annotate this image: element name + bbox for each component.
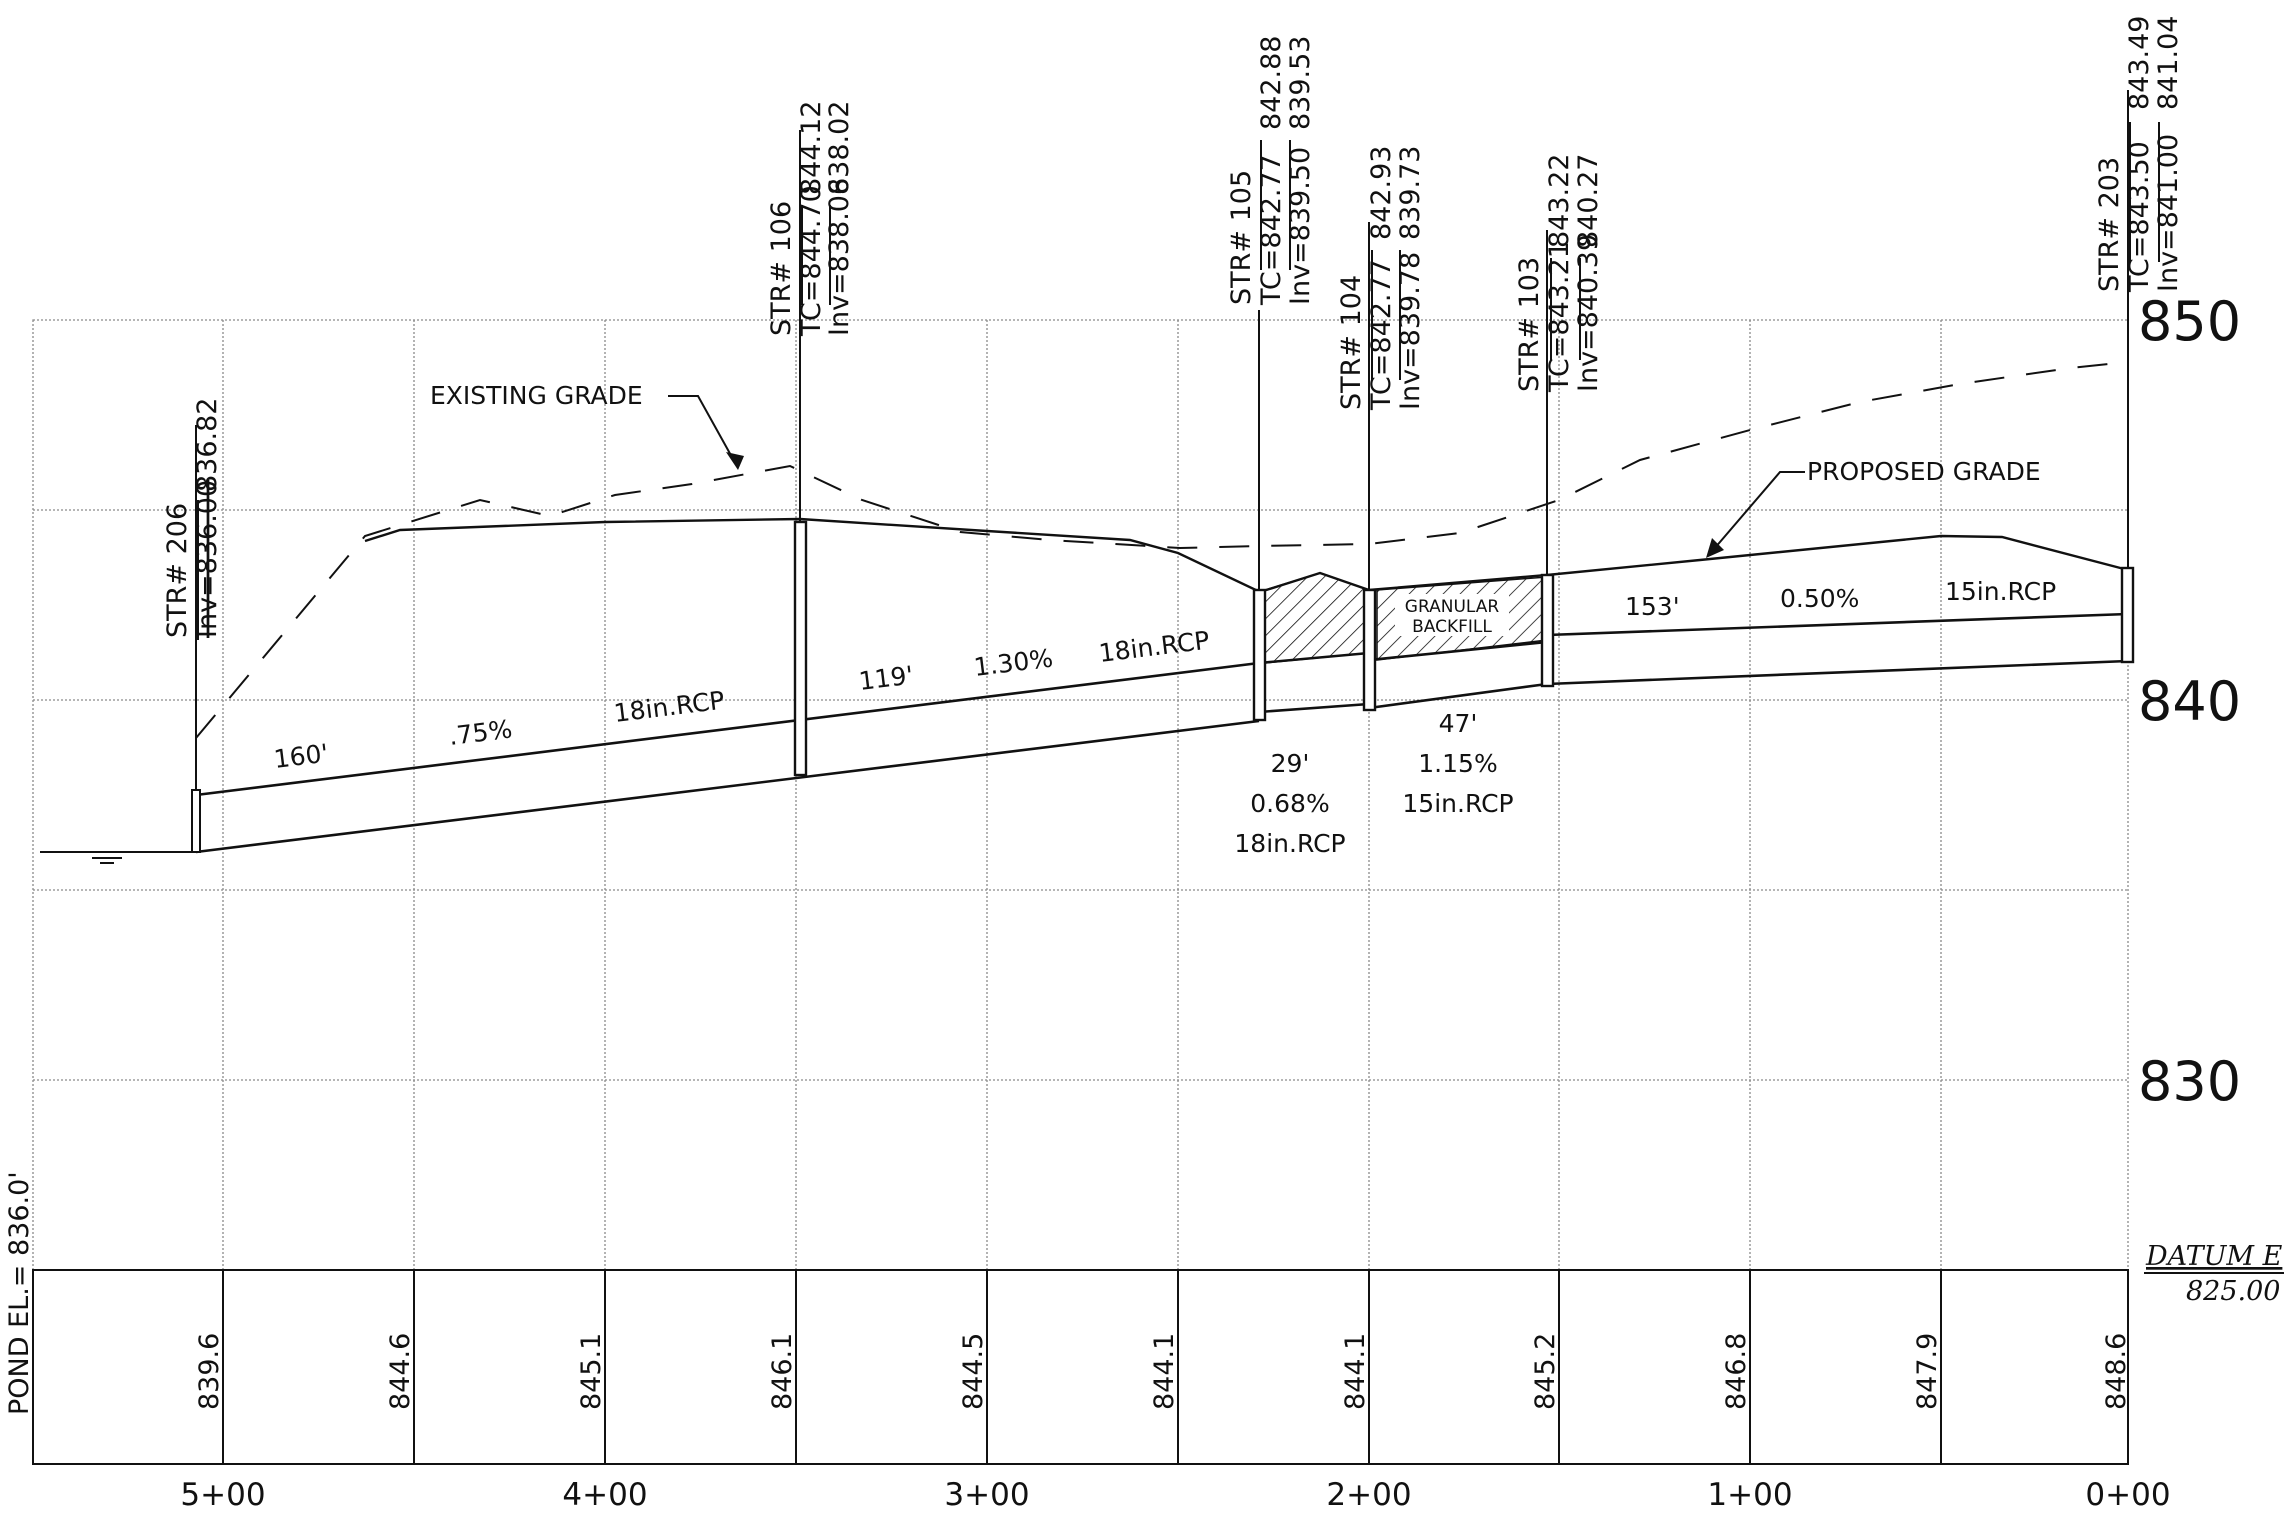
elevation-labels: 850 840 830 [2138,290,2241,1113]
structure-203-tc-old: TC=843.50 [2124,141,2155,293]
structure-106-name: STR# 106 [766,201,797,336]
proposed-grade-line [364,517,2129,594]
structure-103-name: STR# 103 [1514,257,1545,392]
existing-grade-label: EXISTING GRADE [430,381,643,410]
ground-elev-1: 844.6 [385,1333,416,1410]
structure-103 [1540,230,1555,688]
structure-104-inv-new: 839.73 [1395,146,1426,240]
pipe-5-slope: 0.50% [1780,584,1859,613]
structure-206 [191,425,201,853]
structure-103-inv-new: 840.27 [1573,154,1604,248]
structure-203-tc-new: 843.49 [2124,16,2155,110]
structure-203-inv-old: Inv=841.00 [2153,134,2184,292]
structure-105 [1252,310,1267,722]
structure-104-tc-new: 842.93 [1366,146,1397,240]
structure-203-labels: STR# 203 TC=843.50 843.49 Inv=841.00 841… [2094,16,2184,293]
pipe-1-length: 160' [272,739,330,774]
structure-106 [793,130,808,777]
structure-106-inv-new: 838.02 [824,101,855,195]
pipe-segment-4-labels: 47' 1.15% 15in.RCP [1402,709,1513,818]
structure-103-inv-old: Inv=840.39 [1573,234,1604,392]
ground-elev-2: 845.1 [576,1333,607,1410]
structure-105-labels: STR# 105 TC=842.77 842.88 Inv=839.50 839… [1226,36,1316,306]
pipe-segment-2-labels: 119' 1.30% 18in.RCP [857,626,1211,696]
pipe-1-size: 18in.RCP [612,686,726,728]
ground-elev-0: 839.6 [194,1333,225,1410]
station-label-0: 5+00 [180,1477,265,1513]
ground-elev-8: 846.8 [1721,1333,1752,1410]
pipe-3-length: 29' [1271,749,1310,778]
proposed-grade-callout: PROPOSED GRADE [1706,457,2041,558]
structure-106-labels: STR# 106 TC=844.70 844.12 Inv=838.06 838… [766,101,855,337]
ground-elev-3: 846.1 [767,1333,798,1410]
structure-105-inv-new: 839.53 [1285,36,1316,130]
pipe-2-slope: 1.30% [972,643,1054,681]
ground-elev-4: 844.5 [958,1333,989,1410]
structure-206-inv-old: Inv=836.00 [192,480,223,638]
pipe-1-slope: .75% [447,714,514,751]
existing-grade-line [195,361,2129,739]
structure-104-labels: STR# 104 TC=842.77 842.93 Inv=839.78 839… [1336,146,1426,411]
pond-water-surface [40,851,198,864]
station-label-5: 0+00 [2085,1477,2170,1513]
pipe-5-length: 153' [1625,592,1680,621]
elevation-label-850: 850 [2138,290,2241,353]
ground-elev-7: 845.2 [1530,1333,1561,1410]
structure-103-tc-new: 843.22 [1544,154,1575,248]
structure-105-tc-new: 842.88 [1256,36,1287,130]
structure-103-labels: STR# 103 TC=843.21 843.22 Inv=840.39 840… [1514,154,1604,393]
pipe-3-slope: 0.68% [1250,789,1329,818]
structure-203 [2120,90,2135,664]
granular-backfill-line1: GRANULAR [1405,597,1500,617]
structure-203-inv-new: 841.04 [2153,16,2184,110]
structure-104-name: STR# 104 [1336,275,1367,410]
station-label-2: 3+00 [944,1477,1029,1513]
structure-105-name: STR# 105 [1226,170,1257,305]
pipe-segment-5-labels: 153' 0.50% 15in.RCP [1625,577,2056,621]
ground-elevation-table: 839.6 844.6 845.1 846.1 844.5 844.1 844.… [32,1269,2132,1465]
station-labels: 5+00 4+00 3+00 2+00 1+00 0+00 [180,1477,2170,1513]
granular-backfill: GRANULAR BACKFILL [1264,572,1548,664]
structure-106-inv-old: Inv=838.06 [824,178,855,336]
station-label-3: 2+00 [1326,1477,1411,1513]
proposed-grade-label: PROPOSED GRADE [1807,457,2041,486]
ground-elev-5: 844.1 [1149,1333,1180,1410]
datum-label: DATUM E 825.00 [2144,1241,2284,1307]
pipe-3-size: 18in.RCP [1234,829,1345,858]
structure-104 [1362,222,1377,712]
datum-title: DATUM E [2145,1241,2283,1272]
existing-grade-callout: EXISTING GRADE [430,381,744,470]
datum-value: 825.00 [2186,1276,2280,1307]
structure-106-tc-old: TC=844.70 [796,185,827,337]
pipe-2-length: 119' [857,661,915,696]
station-label-4: 1+00 [1707,1477,1792,1513]
station-label-1: 4+00 [562,1477,647,1513]
pipe-4-length: 47' [1439,709,1478,738]
ground-elev-9: 847.9 [1912,1333,1943,1410]
elevation-label-840: 840 [2138,670,2241,733]
pipe-4-slope: 1.15% [1418,749,1497,778]
granular-backfill-line2: BACKFILL [1412,617,1492,637]
structure-104-tc-old: TC=842.77 [1366,259,1397,411]
pipe-4-size: 15in.RCP [1402,789,1513,818]
structure-206-labels: STR# 206 Inv=836.00 836.82 [162,398,223,638]
pipe-2-size: 18in.RCP [1097,626,1211,668]
pond-elevation-label: POND EL.= 836.0' [4,1171,35,1415]
structure-206-inv-new: 836.82 [192,398,223,492]
structure-203-name: STR# 203 [2094,157,2125,292]
pipe-segment-3-labels: 29' 0.68% 18in.RCP [1234,749,1345,858]
elevation-label-830: 830 [2138,1050,2241,1113]
ground-elev-10: 848.6 [2101,1333,2132,1410]
pipe-segment-1-labels: 160' .75% 18in.RCP [272,686,726,774]
structure-206-name: STR# 206 [162,503,193,638]
structure-103-tc-old: TC=843.21 [1544,241,1575,393]
structure-106-tc-new: 844.12 [796,101,827,195]
ground-elev-6: 844.1 [1340,1333,1371,1410]
pipe-5-size: 15in.RCP [1945,577,2056,606]
strikethrough-marks [197,122,2160,640]
